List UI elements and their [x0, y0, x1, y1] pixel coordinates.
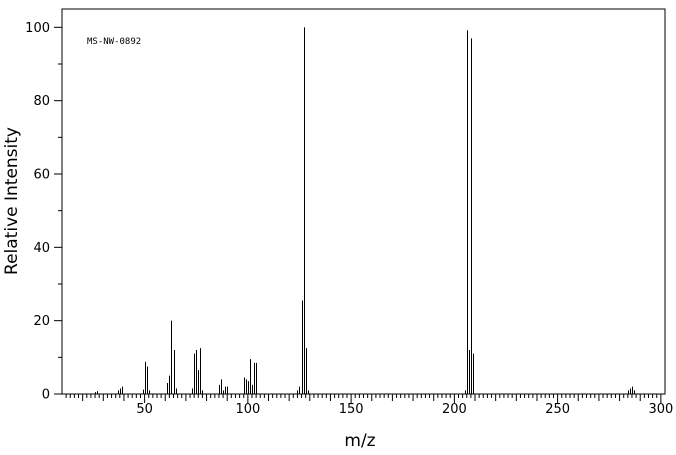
y-axis-ticks: 0 20 40 60 80 100 — [25, 21, 62, 403]
x-minor-ticks — [65, 394, 658, 401]
x-tick-label: 50 — [136, 402, 153, 417]
x-tick-label: 250 — [545, 402, 570, 417]
x-tick-label: 150 — [339, 402, 364, 417]
y-tick-label: 80 — [33, 94, 50, 109]
spectrum-id-annotation: MS-NW-0892 — [87, 37, 141, 47]
y-tick-label: 60 — [33, 168, 50, 183]
y-tick-label: 0 — [42, 388, 50, 403]
spectrum-peaks — [95, 27, 635, 394]
x-tick-label: 100 — [235, 402, 260, 417]
x-axis-title: m/z — [344, 431, 375, 451]
y-tick-label: 20 — [33, 314, 50, 329]
y-axis-title: Relative Intensity — [2, 127, 22, 275]
y-tick-label: 40 — [33, 241, 50, 256]
x-axis-ticks: 50 100 150 200 250 300 — [136, 394, 673, 417]
x-tick-label: 300 — [648, 402, 673, 417]
plot-frame — [61, 8, 666, 395]
x-tick-label: 200 — [442, 402, 467, 417]
y-tick-label: 100 — [25, 21, 50, 36]
